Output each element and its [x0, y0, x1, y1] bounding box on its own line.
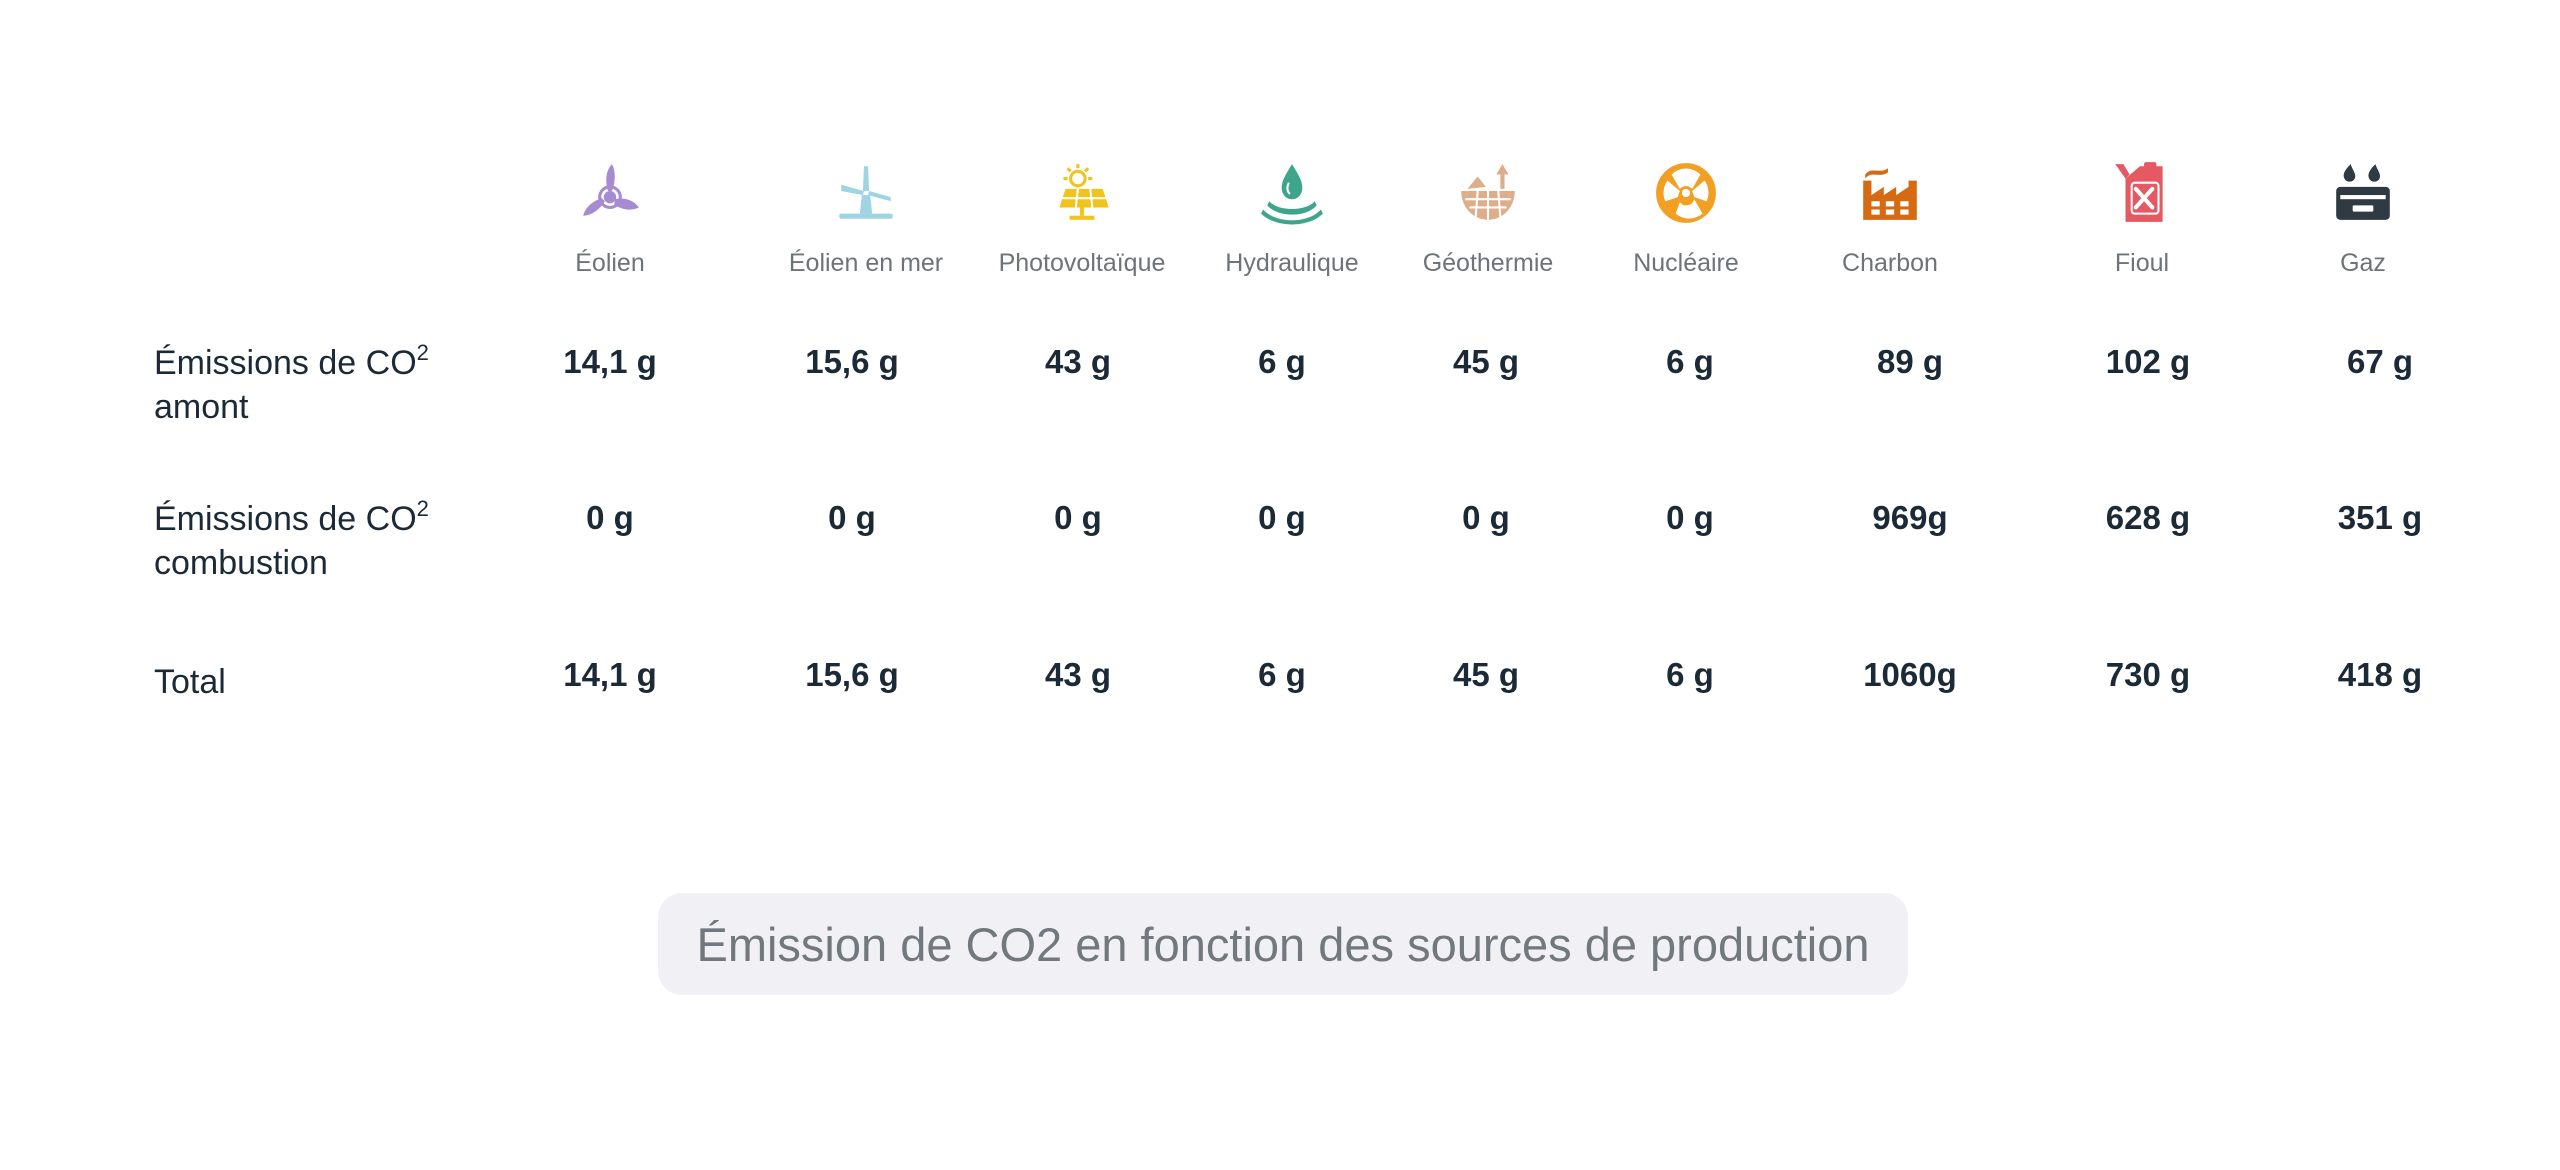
column-header-fioul: Fioul — [2022, 160, 2262, 278]
solar-panel-icon — [1059, 164, 1109, 220]
column-header-eolien-en-mer: Éolien en mer — [746, 160, 986, 278]
water-drop-icon — [1261, 164, 1323, 225]
source-label: Fioul — [2114, 249, 2170, 277]
value-cell: 45 g — [1452, 656, 1520, 693]
value-cell: 0 g — [1054, 499, 1102, 536]
geothermal-icon — [1461, 164, 1515, 220]
source-label: Nucléaire — [1633, 249, 1739, 277]
value-cell: 6 g — [1258, 343, 1306, 380]
row-label-text: Émissions de CO — [154, 500, 417, 538]
offshore-wind-icon — [839, 166, 893, 219]
row-label-second-line: combustion — [154, 544, 328, 582]
factory-icon — [1863, 168, 1917, 220]
value-cell: 6 g — [1666, 656, 1714, 693]
row-label-combustion: Émissions de CO2 combustion — [154, 497, 514, 585]
value-cell: 0 g — [1258, 499, 1306, 536]
value-cell: 0 g — [586, 499, 634, 536]
value-cell: 45 g — [1452, 343, 1520, 380]
value-cell: 67 g — [2346, 343, 2414, 380]
column-header-charbon: Charbon — [1770, 160, 2010, 278]
row-label-total: Total — [154, 660, 514, 704]
radiation-icon — [1656, 163, 1716, 223]
column-header-gaz: Gaz — [2243, 160, 2483, 278]
value-cell: 1060g — [1863, 656, 1957, 693]
row-label-amont: Émissions de CO2 amont — [154, 341, 514, 429]
value-cell: 0 g — [1462, 499, 1510, 536]
row-label-superscript: 2 — [416, 339, 429, 365]
table-caption: Émission de CO2 en fonction des sources … — [658, 893, 1908, 995]
value-cell: 0 g — [1666, 499, 1714, 536]
row-label-superscript: 2 — [416, 495, 429, 521]
source-label: Gaz — [2340, 249, 2386, 277]
value-cell: 0 g — [828, 499, 876, 536]
gas-burner-icon — [2336, 164, 2390, 220]
value-cell: 43 g — [1044, 343, 1112, 380]
column-header-eolien: Éolien — [490, 160, 730, 278]
column-header-nucleaire: Nucléaire — [1566, 160, 1806, 278]
fuel-can-icon — [2115, 162, 2163, 222]
value-cell: 89 g — [1876, 343, 1944, 380]
value-cell: 43 g — [1044, 656, 1112, 693]
value-cell: 6 g — [1666, 343, 1714, 380]
source-label: Éolien en mer — [788, 249, 944, 277]
row-label-second-line: amont — [154, 388, 249, 426]
row-label-text: Émissions de CO — [154, 344, 417, 382]
wind-turbine-icon — [583, 164, 639, 216]
value-cell: 628 g — [2105, 499, 2191, 536]
value-cell: 351 g — [2337, 499, 2423, 536]
value-cell: 14,1 g — [563, 656, 657, 693]
source-label: Éolien — [575, 249, 645, 277]
source-label: Géothermie — [1422, 249, 1554, 277]
value-cell: 15,6 g — [805, 343, 899, 380]
column-header-hydraulique: Hydraulique — [1172, 160, 1412, 278]
column-header-photovoltaique: Photovoltaïque — [962, 160, 1202, 278]
value-cell: 15,6 g — [805, 656, 899, 693]
value-cell: 6 g — [1258, 656, 1306, 693]
value-cell: 730 g — [2105, 656, 2191, 693]
source-label: Photovoltaïque — [998, 249, 1166, 277]
value-cell: 102 g — [2105, 343, 2191, 380]
source-label: Charbon — [1842, 249, 1938, 277]
value-cell: 14,1 g — [563, 343, 657, 380]
column-header-geothermie: Géothermie — [1368, 160, 1608, 278]
row-label-text: Total — [154, 663, 226, 701]
value-cell: 418 g — [2337, 656, 2423, 693]
value-cell: 969g — [1872, 499, 1948, 536]
source-label: Hydraulique — [1225, 249, 1359, 277]
